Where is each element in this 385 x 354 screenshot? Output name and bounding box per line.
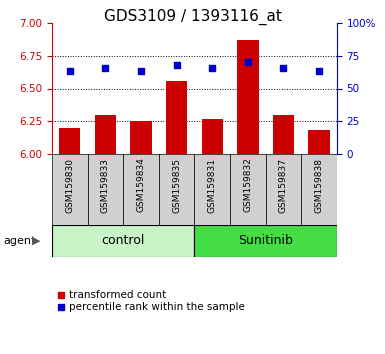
Text: GSM159831: GSM159831 [208, 158, 217, 212]
Legend: transformed count, percentile rank within the sample: transformed count, percentile rank withi… [57, 290, 244, 312]
Point [316, 69, 322, 74]
Point [245, 59, 251, 65]
Text: GSM159838: GSM159838 [315, 158, 323, 212]
Text: GSM159835: GSM159835 [172, 158, 181, 212]
Bar [159, 154, 194, 225]
Bar [95, 115, 116, 154]
Bar [273, 115, 294, 154]
Bar [266, 154, 301, 225]
Text: agent: agent [4, 236, 36, 246]
Point [102, 65, 109, 70]
Bar [194, 154, 230, 225]
Point [138, 69, 144, 74]
Bar [166, 81, 187, 154]
Bar [301, 154, 337, 225]
Point [174, 62, 180, 68]
Bar [52, 154, 88, 225]
Text: control: control [102, 234, 145, 247]
Bar [308, 130, 330, 154]
Bar [123, 154, 159, 225]
Bar [88, 154, 123, 225]
Bar [52, 225, 194, 257]
Text: ▶: ▶ [32, 236, 41, 246]
Bar [194, 225, 337, 257]
Text: GDS3109 / 1393116_at: GDS3109 / 1393116_at [104, 9, 281, 25]
Bar [130, 121, 152, 154]
Bar [59, 128, 80, 154]
Bar [230, 154, 266, 225]
Text: GSM159832: GSM159832 [243, 158, 252, 212]
Point [209, 65, 215, 70]
Text: Sunitinib: Sunitinib [238, 234, 293, 247]
Text: GSM159837: GSM159837 [279, 158, 288, 212]
Text: GSM159833: GSM159833 [101, 158, 110, 212]
Text: GSM159830: GSM159830 [65, 158, 74, 212]
Text: GSM159834: GSM159834 [137, 158, 146, 212]
Point [280, 65, 286, 70]
Point [67, 69, 73, 74]
Bar [202, 119, 223, 154]
Bar [237, 40, 259, 154]
